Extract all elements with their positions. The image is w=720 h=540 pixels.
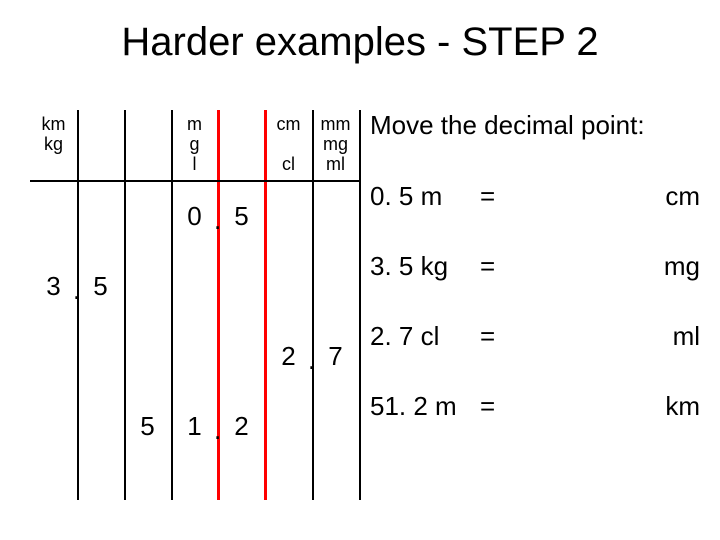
grid-digit: 0 <box>171 201 218 232</box>
grid-digit: 3 <box>30 271 77 302</box>
equals-sign: = <box>480 181 520 212</box>
problem-row: 3. 5 kg=mg <box>370 251 710 321</box>
decimal-point: . <box>214 415 221 446</box>
problem-row: 0. 5 m=cm <box>370 181 710 251</box>
problem-lhs: 51. 2 m <box>370 391 480 422</box>
decimal-point: . <box>214 205 221 236</box>
grid-digit: 2 <box>265 341 312 372</box>
grid-header: cm cl <box>265 115 312 174</box>
equals-sign: = <box>480 321 520 352</box>
instruction-text: Move the decimal point: <box>370 110 710 141</box>
grid-vline <box>359 110 361 500</box>
decimal-point: . <box>73 275 80 306</box>
problem-lhs: 3. 5 kg <box>370 251 480 282</box>
grid-header: m g l <box>171 115 218 174</box>
equals-sign: = <box>480 251 520 282</box>
grid-hline <box>30 180 360 182</box>
equals-sign: = <box>480 391 520 422</box>
grid-digit: 7 <box>312 341 359 372</box>
grid-digit: 1 <box>171 411 218 442</box>
conversion-grid: km kgm g lcm clmm mg ml05.35.27.512. <box>30 110 360 500</box>
grid-digit: 5 <box>77 271 124 302</box>
problem-unit: cm <box>520 181 710 212</box>
problem-row: 2. 7 cl=ml <box>370 321 710 391</box>
grid-digit: 5 <box>124 411 171 442</box>
problem-lhs: 0. 5 m <box>370 181 480 212</box>
grid-header: km kg <box>30 115 77 155</box>
problem-row: 51. 2 m=km <box>370 391 710 461</box>
problem-unit: ml <box>520 321 710 352</box>
page-title: Harder examples - STEP 2 <box>0 20 720 65</box>
grid-header: mm mg ml <box>312 115 359 174</box>
problem-unit: km <box>520 391 710 422</box>
grid-digit: 5 <box>218 201 265 232</box>
problems-panel: Move the decimal point: 0. 5 m=cm3. 5 kg… <box>370 110 710 461</box>
decimal-point: . <box>308 345 315 376</box>
problem-lhs: 2. 7 cl <box>370 321 480 352</box>
problem-unit: mg <box>520 251 710 282</box>
grid-digit: 2 <box>218 411 265 442</box>
